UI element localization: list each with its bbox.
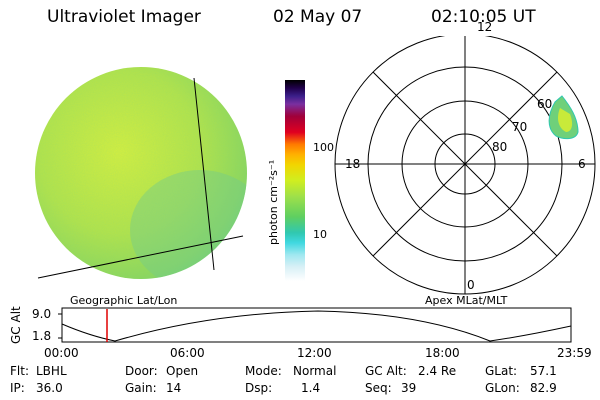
flt-value: LBHL [36, 364, 67, 378]
orbit-altitude-curve [61, 310, 572, 342]
mlat-label-70: 70 [512, 120, 528, 134]
orbit-ytick-label-9: 9.0 [32, 307, 52, 321]
svg-text:photon cm⁻²s⁻¹: photon cm⁻²s⁻¹ [267, 160, 280, 245]
geo-panel-label: Geographic Lat/Lon [70, 294, 178, 307]
colorbar-unit-label: photon cm⁻²s⁻¹ [267, 160, 280, 245]
mlt-label-12: 12 [477, 20, 493, 34]
mlt-label-0: 0 [467, 278, 475, 292]
orbit-xtick-0000: 00:00 [44, 346, 79, 360]
auroral-emission-core [558, 108, 573, 132]
mlt-label-6: 6 [578, 157, 586, 171]
mlat-label-60: 60 [537, 97, 553, 111]
dsp-value: 1.4 [301, 381, 321, 395]
date-label: 02 May 07 [273, 7, 363, 27]
mode-value: Normal [293, 364, 337, 378]
earth-image-panel [35, 67, 247, 279]
ip-value: 36.0 [36, 381, 63, 395]
door-value: Open [166, 364, 199, 378]
glon-value: 82.9 [530, 381, 557, 395]
time-label: 02:10:05 UT [431, 7, 536, 27]
polar-diagonal-2 [372, 71, 558, 257]
door-label: Door: [125, 364, 158, 378]
orbit-xtick-1200: 12:00 [297, 346, 332, 360]
svg-text:GC Alt: GC Alt [9, 306, 23, 344]
instrument-title: Ultraviolet Imager [47, 7, 201, 27]
apex-panel-label: Apex MLat/MLT [425, 294, 508, 307]
glat-label: GLat: [485, 364, 518, 378]
mlat-label-80: 80 [492, 140, 508, 154]
seq-label: Seq: [365, 381, 392, 395]
orbit-plot-frame [61, 307, 572, 343]
glon-label: GLon: [485, 381, 520, 395]
ip-label: IP: [10, 381, 25, 395]
mlt-label-18: 18 [345, 157, 361, 171]
colorbar [285, 80, 305, 281]
seq-value: 39 [401, 381, 417, 395]
gc-alt-value: 2.4 Re [418, 364, 457, 378]
gain-value: 14 [166, 381, 182, 395]
colorbar-tick-100: 100 [313, 141, 334, 154]
mode-label: Mode: [245, 364, 282, 378]
polar-mlt-plot [334, 36, 596, 295]
dsp-label: Dsp: [245, 381, 273, 395]
orbit-ytick-label-1-8: 1.8 [32, 329, 52, 343]
orbit-xtick-2359: 23:59 [557, 346, 592, 360]
gain-label: Gain: [125, 381, 157, 395]
orbit-xtick-0600: 06:00 [170, 346, 205, 360]
gc-alt-label: GC Alt: [365, 364, 407, 378]
orbit-axis-label: GC Alt [9, 306, 23, 344]
orbit-xtick-1800: 18:00 [425, 346, 460, 360]
latitude-line [37, 235, 244, 279]
earth-texture [35, 67, 247, 279]
orbit-altitude-plot [58, 307, 572, 343]
glat-value: 57.1 [530, 364, 557, 378]
colorbar-tick-10: 10 [313, 228, 327, 241]
flt-label: Flt: [10, 364, 29, 378]
